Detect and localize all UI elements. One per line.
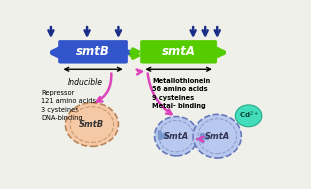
Ellipse shape: [193, 114, 241, 158]
Text: SmtA: SmtA: [205, 132, 230, 141]
FancyBboxPatch shape: [141, 40, 217, 63]
Text: smtA: smtA: [162, 45, 196, 58]
Ellipse shape: [235, 105, 262, 127]
Ellipse shape: [155, 117, 198, 156]
Text: Inducible: Inducible: [68, 78, 103, 87]
FancyBboxPatch shape: [59, 40, 128, 63]
Ellipse shape: [65, 103, 118, 146]
Text: Repressor
121 amino acids
3 cysteines
DNA-binding: Repressor 121 amino acids 3 cysteines DN…: [41, 90, 96, 121]
Text: SmtA: SmtA: [164, 132, 189, 141]
Text: Cd$^{2+}$: Cd$^{2+}$: [239, 110, 258, 122]
Text: SmtB: SmtB: [79, 120, 104, 129]
Text: smtB: smtB: [76, 45, 110, 58]
Text: Metallothionein
56 amino acids
9 cysteines
Metal- binding: Metallothionein 56 amino acids 9 cystein…: [152, 78, 211, 109]
